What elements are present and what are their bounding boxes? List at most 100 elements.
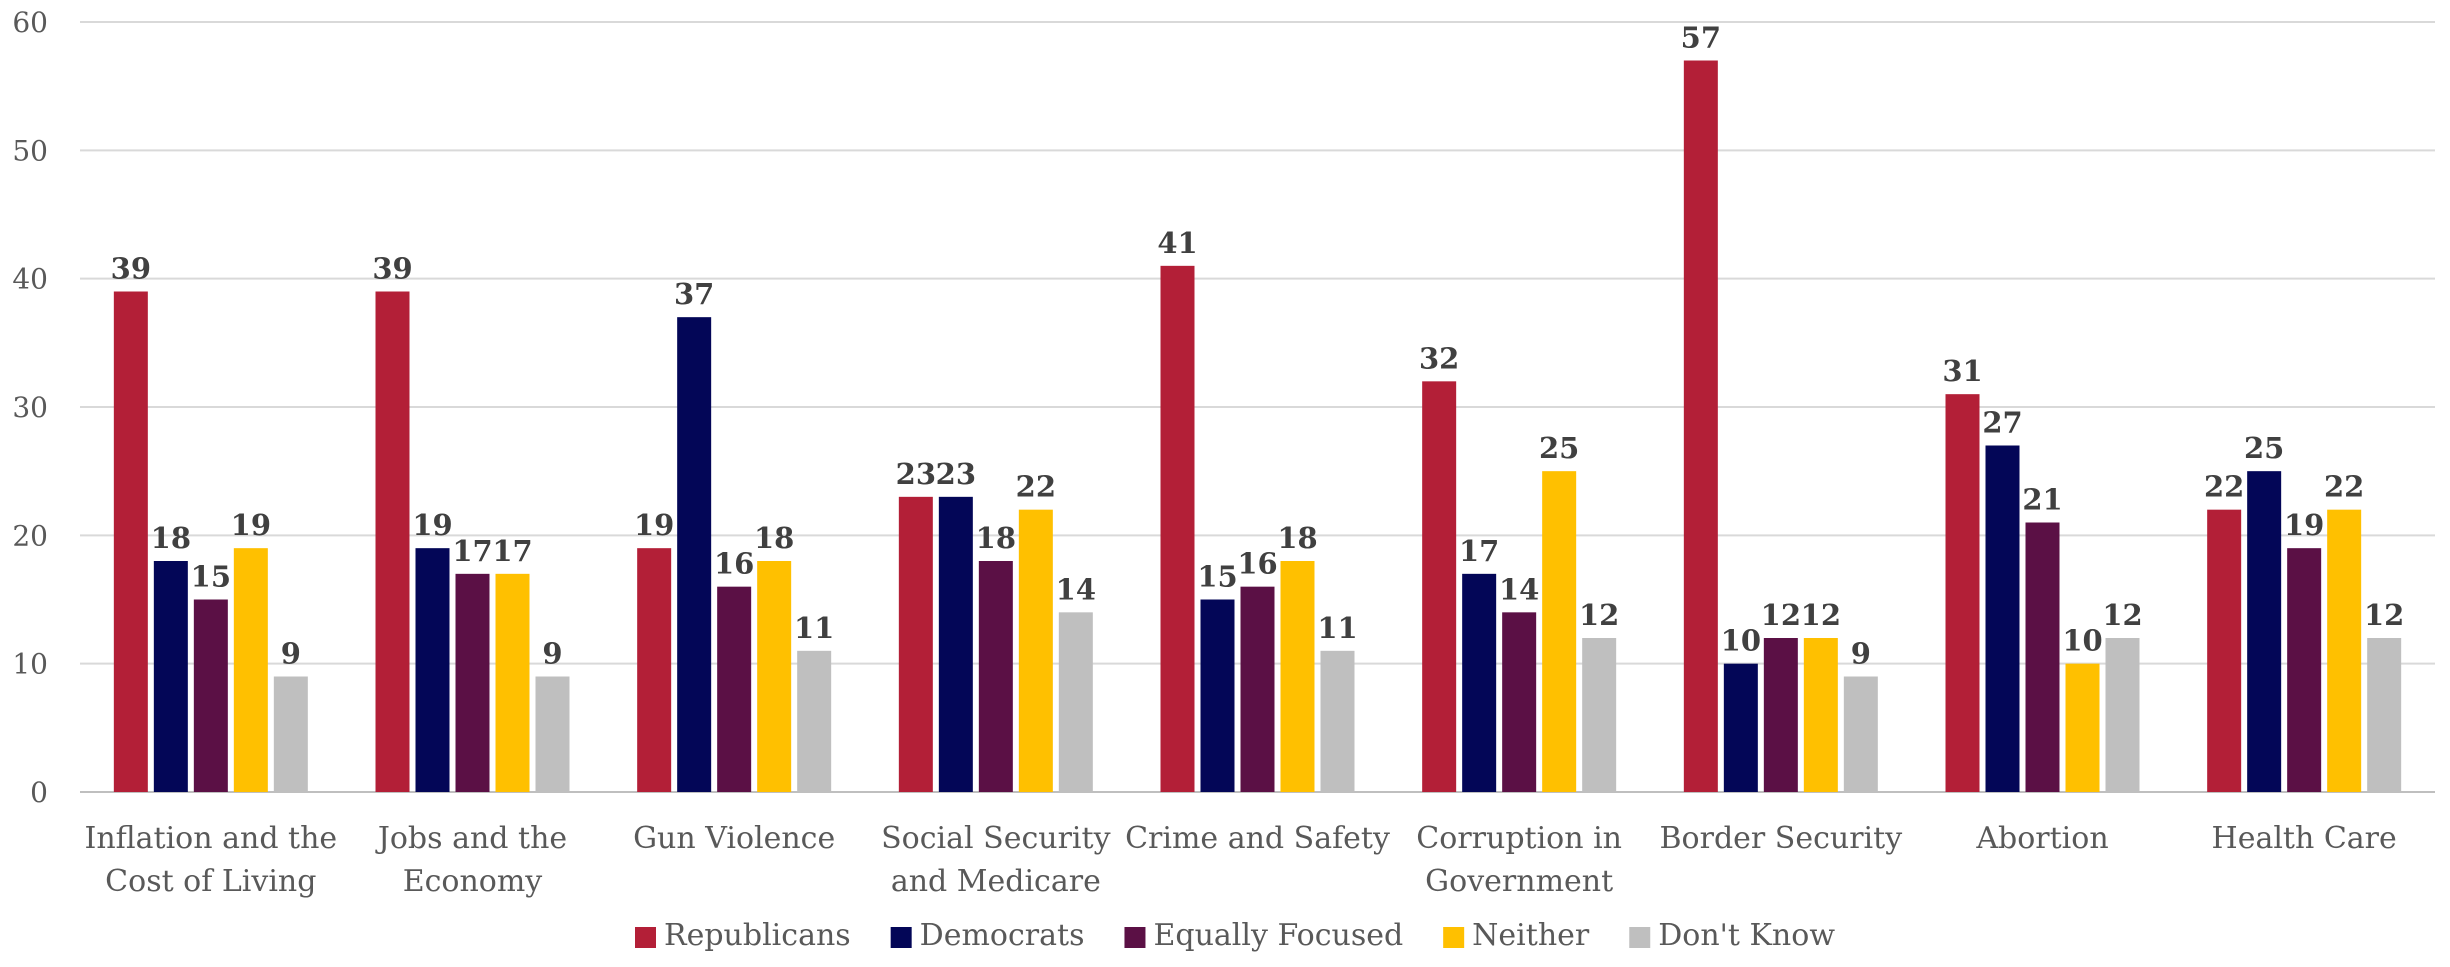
data-label: 12 (1761, 598, 1801, 632)
y-axis-ticks: 0 10 20 30 40 50 60 (12, 6, 48, 809)
y-tick-label-40: 40 (12, 263, 48, 296)
bar-don-t-know-5 (1582, 638, 1617, 792)
legend-swatch (1124, 927, 1146, 948)
x-tick-label-1-1: Economy (403, 864, 543, 899)
data-label: 18 (1277, 521, 1317, 555)
data-label: 16 (714, 547, 754, 581)
bar-republicans-8 (2207, 509, 2242, 792)
bar-don-t-know-2 (797, 650, 832, 792)
bar-equally-focused-5 (1502, 612, 1537, 792)
bar-don-t-know-1 (535, 676, 570, 792)
data-label: 31 (1942, 354, 1982, 388)
data-label: 19 (231, 508, 271, 542)
bar-equally-focused-7 (2025, 522, 2060, 792)
data-label: 41 (1157, 226, 1197, 260)
data-label: 14 (1499, 572, 1539, 606)
data-label: 23 (896, 457, 936, 491)
data-label: 57 (1681, 21, 1721, 55)
data-label: 16 (1237, 547, 1277, 581)
bar-equally-focused-8 (2287, 548, 2322, 792)
bar-republicans-1 (375, 291, 410, 792)
bar-republicans-4 (1160, 265, 1195, 792)
bar-democrats-4 (1200, 599, 1235, 792)
bar-democrats-6 (1723, 663, 1758, 792)
data-label: 14 (1056, 572, 1096, 606)
bar-neither-6 (1803, 638, 1838, 792)
bar-equally-focused-1 (455, 573, 490, 792)
legend-label: Equally Focused (1153, 918, 1403, 953)
data-label: 19 (2284, 508, 2324, 542)
bar-don-t-know-4 (1320, 650, 1355, 792)
x-tick-label-4-0: Crime and Safety (1125, 821, 1390, 856)
data-label: 19 (412, 508, 452, 542)
bar-republicans-0 (113, 291, 148, 792)
bar-neither-0 (233, 548, 268, 792)
data-label: 9 (1851, 637, 1871, 671)
bar-republicans-2 (637, 548, 672, 792)
data-label: 22 (1016, 470, 1056, 504)
bar-democrats-0 (153, 561, 188, 792)
data-label: 17 (492, 534, 532, 568)
bar-democrats-8 (2247, 471, 2282, 792)
bar-republicans-3 (898, 496, 933, 792)
data-label: 12 (1801, 598, 1841, 632)
x-tick-label-3-0: Social Security (881, 821, 1110, 856)
bar-democrats-5 (1462, 573, 1497, 792)
bar-equally-focused-0 (193, 599, 228, 792)
y-tick-label-10: 10 (12, 648, 48, 681)
bar-republicans-5 (1422, 381, 1457, 792)
x-tick-label-2-0: Gun Violence (633, 821, 835, 856)
bar-republicans-6 (1683, 60, 1718, 792)
bar-democrats-1 (415, 548, 450, 792)
data-label: 9 (281, 637, 301, 671)
bar-neither-5 (1542, 471, 1577, 792)
data-label: 27 (1982, 406, 2022, 440)
bar-neither-7 (2065, 663, 2100, 792)
x-tick-label-3-1: and Medicare (891, 864, 1101, 899)
data-label: 25 (2244, 431, 2284, 465)
data-label: 11 (1317, 611, 1357, 645)
bar-democrats-7 (1985, 445, 2020, 792)
y-tick-label-50: 50 (12, 134, 48, 167)
legend-swatch (890, 927, 912, 948)
bar-neither-8 (2327, 509, 2362, 792)
y-tick-label-0: 0 (30, 776, 48, 809)
legend-label: Republicans (664, 918, 851, 953)
bar-neither-3 (1018, 509, 1053, 792)
bar-don-t-know-7 (2105, 638, 2140, 792)
data-label: 10 (1721, 624, 1761, 658)
data-label: 17 (1459, 534, 1499, 568)
bar-equally-focused-2 (717, 586, 752, 792)
data-label: 39 (372, 252, 412, 286)
x-tick-label-5-0: Corruption in (1416, 821, 1622, 856)
legend-item-1: Democrats (890, 918, 1084, 953)
bar-equally-focused-3 (978, 561, 1013, 792)
data-label: 17 (452, 534, 492, 568)
bar-republicans-7 (1945, 394, 1980, 792)
data-label: 19 (634, 508, 674, 542)
bar-equally-focused-6 (1763, 638, 1798, 792)
bar-equally-focused-4 (1240, 586, 1275, 792)
data-label: 15 (191, 560, 231, 594)
data-label: 18 (976, 521, 1016, 555)
bar-neither-1 (495, 573, 530, 792)
data-label: 18 (754, 521, 794, 555)
x-tick-label-0-0: Inflation and the (84, 821, 337, 856)
data-label: 23 (936, 457, 976, 491)
data-label: 12 (2364, 598, 2404, 632)
legend: Republicans Democrats Equally Focused Neith… (635, 918, 1835, 953)
data-label: 32 (1419, 341, 1459, 375)
y-tick-label-30: 30 (12, 391, 48, 424)
y-tick-label-60: 60 (12, 6, 48, 39)
legend-item-0: Republicans (635, 918, 851, 953)
legend-swatch (635, 927, 656, 948)
bar-don-t-know-0 (273, 676, 308, 792)
data-label: 15 (1197, 560, 1237, 594)
x-tick-label-6-0: Border Security (1660, 821, 1903, 856)
legend-label: Neither (1472, 918, 1590, 953)
legend-swatch (1629, 927, 1651, 948)
x-tick-label-5-1: Government (1425, 864, 1613, 899)
x-tick-label-1-0: Jobs and the (375, 821, 567, 856)
